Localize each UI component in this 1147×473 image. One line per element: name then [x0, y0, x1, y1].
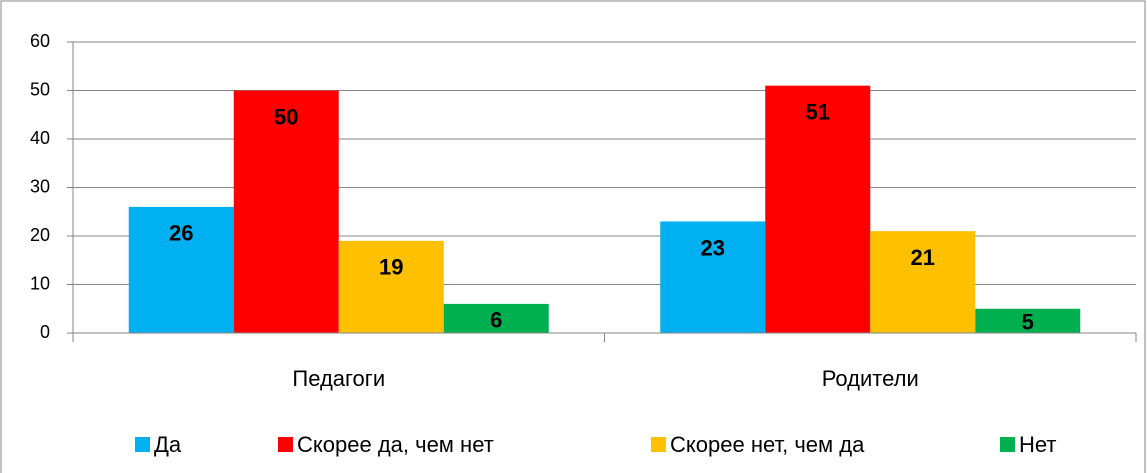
legend-label: Скорее да, чем нет [297, 432, 494, 457]
y-tick-label: 50 [30, 79, 50, 99]
legend-swatch [651, 437, 666, 452]
y-tick-label: 60 [30, 31, 50, 51]
legend-swatch [135, 437, 150, 452]
y-tick-label: 0 [40, 322, 50, 342]
value-label: 5 [1022, 310, 1034, 335]
bar [870, 231, 976, 333]
legend-label: Нет [1019, 432, 1056, 457]
legend-label: Скорее нет, чем да [670, 432, 865, 457]
x-tick-label: Педагоги [292, 366, 385, 391]
value-label: 26 [169, 221, 193, 246]
y-tick-label: 40 [30, 128, 50, 148]
value-label: 6 [490, 307, 502, 332]
y-tick-label: 10 [30, 273, 50, 293]
bar [338, 240, 444, 333]
value-label: 19 [379, 255, 403, 280]
value-label: 21 [911, 245, 935, 270]
bar [765, 85, 871, 334]
x-tick-label: Родители [822, 366, 919, 391]
legend-swatch [1000, 437, 1015, 452]
legend-swatch [278, 437, 293, 452]
y-tick-label: 30 [30, 176, 50, 196]
value-label: 50 [274, 104, 298, 129]
value-label: 51 [806, 99, 830, 124]
y-tick-label: 20 [30, 225, 50, 245]
bar [660, 221, 766, 333]
legend-label: Да [154, 432, 182, 457]
bar [443, 303, 549, 333]
bar [233, 90, 339, 333]
bar [975, 308, 1081, 333]
bar [128, 206, 234, 333]
value-label: 23 [701, 235, 725, 260]
